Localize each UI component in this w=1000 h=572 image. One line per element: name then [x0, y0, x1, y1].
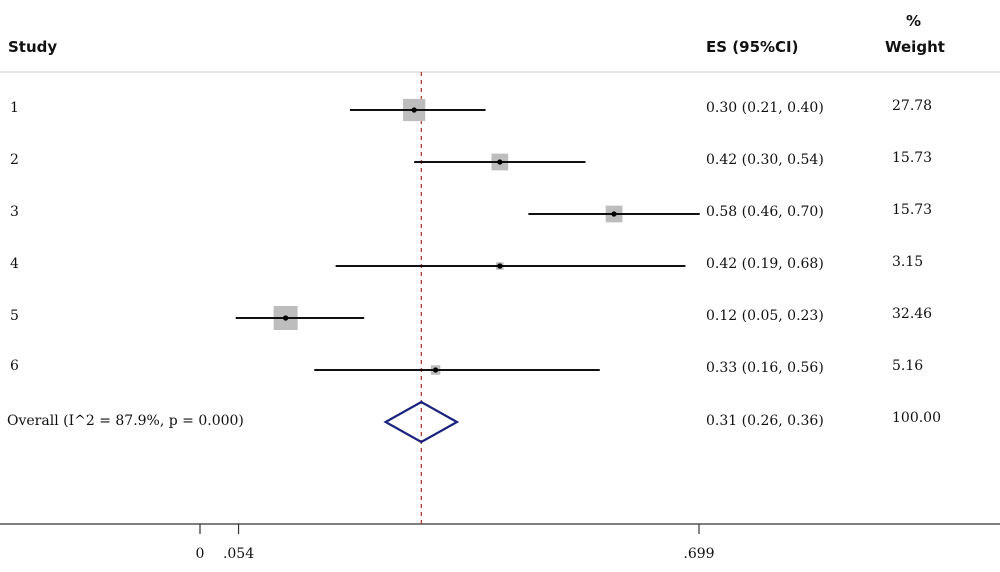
study-column-header: Study	[8, 38, 58, 56]
overall-label: Overall (I^2 = 87.9%, p = 0.000)	[7, 413, 244, 429]
study-weight: 32.46	[892, 306, 933, 322]
overall-es-ci: 0.31 (0.26, 0.36)	[706, 413, 824, 429]
overall-weight: 100.00	[892, 410, 941, 426]
study-point-estimate	[611, 211, 617, 217]
study-weight: 5.16	[892, 358, 924, 374]
study-es-ci: 0.12 (0.05, 0.23)	[706, 308, 824, 324]
study-label: 6	[10, 358, 19, 374]
study-label: 1	[10, 100, 19, 116]
es-column-header: ES (95%CI)	[706, 38, 799, 56]
study-weight: 15.73	[892, 202, 933, 218]
study-weight: 27.78	[892, 98, 933, 114]
study-point-estimate	[497, 159, 503, 165]
study-es-ci: 0.33 (0.16, 0.56)	[706, 360, 824, 376]
overall-diamond	[383, 400, 460, 444]
study-point-estimate	[283, 315, 289, 321]
study-point-estimate	[497, 263, 503, 269]
study-weight: 15.73	[892, 150, 933, 166]
weight-column-header: Weight	[885, 38, 945, 56]
study-label: 2	[10, 152, 19, 168]
weight-percent-header: %	[906, 12, 922, 30]
study-point-estimate	[411, 107, 417, 113]
study-label: 5	[10, 308, 19, 324]
x-tick-label: .054	[223, 546, 254, 562]
study-point-estimate	[432, 367, 439, 373]
study-es-ci: 0.58 (0.46, 0.70)	[706, 204, 824, 220]
study-es-ci: 0.42 (0.30, 0.54)	[706, 152, 824, 168]
x-tick-label: .699	[683, 546, 714, 562]
study-label: 4	[10, 256, 19, 272]
study-weight: 3.15	[892, 254, 924, 270]
study-es-ci: 0.42 (0.19, 0.68)	[706, 256, 824, 272]
study-label: 3	[10, 204, 19, 220]
x-tick-label: 0	[196, 546, 205, 562]
study-es-ci: 0.30 (0.21, 0.40)	[706, 100, 824, 116]
